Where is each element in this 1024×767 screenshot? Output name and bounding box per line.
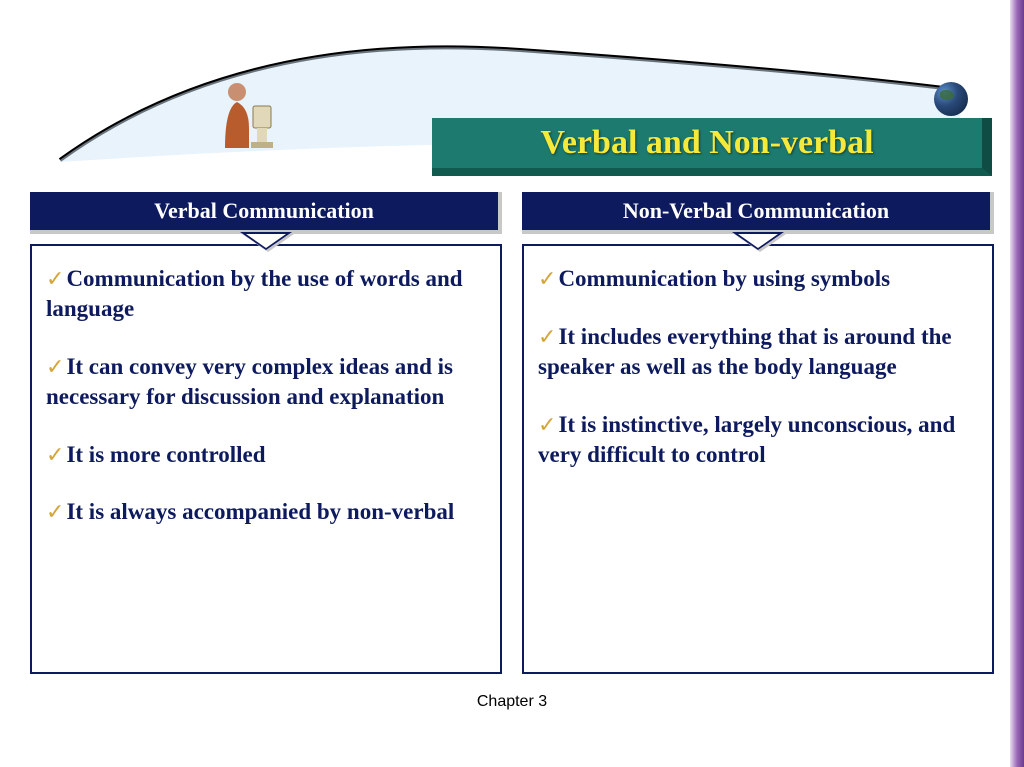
decorative-right-stripe: [1010, 0, 1024, 767]
left-column-header: Verbal Communication: [30, 192, 502, 234]
list-item: It can convey very complex ideas and is …: [46, 352, 486, 412]
left-bullet-list: Communication by the use of words and la…: [46, 264, 486, 527]
footer-chapter: Chapter 3: [0, 693, 1024, 711]
globe-icon: [934, 82, 968, 116]
right-column: Non-Verbal Communication Communication b…: [522, 192, 994, 674]
right-bullet-list: Communication by using symbols It includ…: [538, 264, 978, 469]
left-column-body: Communication by the use of words and la…: [30, 244, 502, 674]
arrow-down-icon: [240, 232, 292, 250]
list-item: It is more controlled: [46, 440, 486, 470]
right-column-header: Non-Verbal Communication: [522, 192, 994, 234]
list-item: Communication by using symbols: [538, 264, 978, 294]
list-item: It includes everything that is around th…: [538, 322, 978, 382]
right-column-body: Communication by using symbols It includ…: [522, 244, 994, 674]
person-at-computer-icon: [215, 78, 275, 158]
list-item: Communication by the use of words and la…: [46, 264, 486, 324]
slide-title: Verbal and Non-verbal: [540, 124, 873, 162]
list-item: It is instinctive, largely unconscious, …: [538, 410, 978, 470]
title-banner: Verbal and Non-verbal: [432, 118, 992, 176]
left-column: Verbal Communication Communication by th…: [30, 192, 502, 674]
list-item: It is always accompanied by non-verbal: [46, 497, 486, 527]
arrow-down-icon: [732, 232, 784, 250]
comparison-columns: Verbal Communication Communication by th…: [30, 192, 994, 674]
